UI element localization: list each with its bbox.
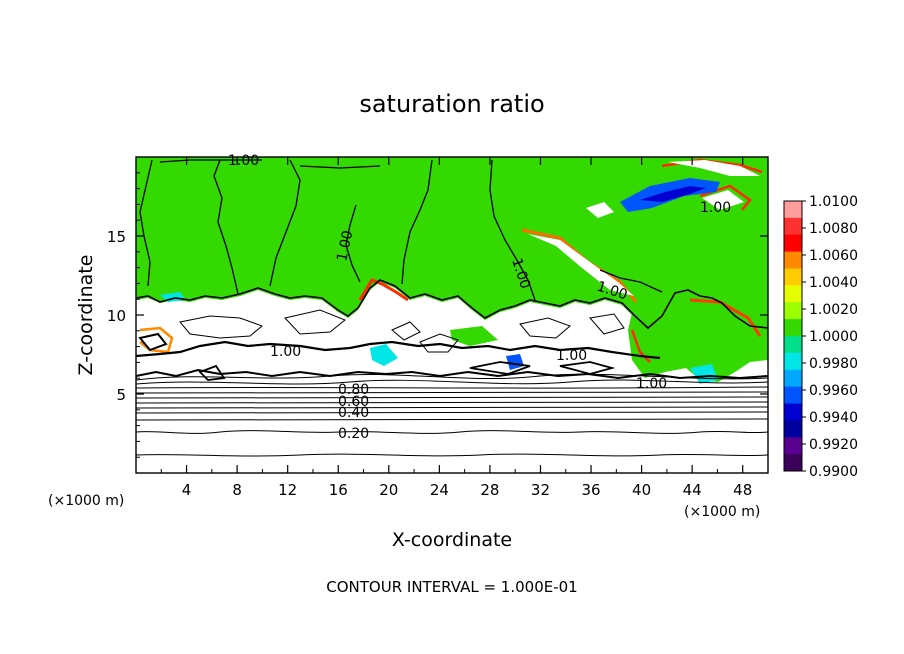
x-unit-label-left: (×1000 m): [48, 493, 124, 509]
cyan-patch-2: [690, 364, 718, 384]
contour-label: 1.00: [334, 229, 356, 263]
colorbar-swatch: [784, 302, 802, 320]
contour-1.00-lower-2: [136, 368, 768, 380]
colorbar-label: 1.0020: [809, 302, 858, 318]
colorbar-swatch: [784, 437, 802, 455]
mid-green-patch: [628, 280, 768, 382]
x-tick-label: 48: [733, 481, 752, 499]
contour-1.00-upper: [136, 279, 768, 330]
colorbar-label: 0.9960: [809, 383, 858, 399]
colorbar-swatch: [784, 319, 802, 337]
colorbar-swatch: [784, 285, 802, 303]
y-tick-label: 15: [107, 228, 126, 246]
contour-label: 1.00: [228, 153, 259, 169]
white-cloud-streak-4: [702, 190, 744, 210]
contour-1.00-vertical-3: [401, 159, 433, 285]
contour-label: 0.60: [338, 394, 369, 410]
blue-patch-upper-core: [640, 186, 706, 202]
x-tick-label: 24: [430, 481, 449, 499]
contour-labels: 1.00 1.00 1.00 1.00 1.00 1.00 1.00 1.00 …: [228, 153, 731, 442]
plot-area: [136, 157, 768, 473]
contour-label: 1.00: [636, 376, 667, 392]
lower-horizontal-contours: [136, 386, 768, 457]
x-tick-label: 12: [278, 481, 297, 499]
contour-1.00-lower: [136, 340, 661, 360]
y-tick-label: 10: [107, 307, 126, 325]
colorbar-swatch: [784, 336, 802, 354]
x-tick-label: 16: [329, 481, 348, 499]
contour-1.00-upper-right: [599, 269, 663, 293]
x-tick-label: 40: [632, 481, 651, 499]
colorbar-swatch: [784, 420, 802, 438]
x-tick-label: 32: [531, 481, 550, 499]
contour-label: 1.00: [556, 348, 587, 364]
colorbar-label: 1.0080: [809, 221, 858, 237]
colorbar-swatch: [784, 217, 802, 236]
x-axis-title: X-coordinate: [392, 529, 512, 551]
contour-label: 1.00: [700, 200, 731, 216]
colorbar-label: 0.9980: [809, 356, 858, 372]
colorbar-label: 1.0000: [809, 329, 858, 345]
colorbar-swatch: [784, 268, 802, 286]
colorbar-swatch: [784, 454, 802, 472]
colorbar-label: 1.0060: [809, 248, 858, 264]
x-tick-label: 36: [581, 481, 600, 499]
contour-1.00-vertical-2: [269, 159, 301, 287]
contour-1.00-vertical-5: [139, 159, 153, 287]
contour-label: 1.00: [270, 344, 301, 360]
x-axis-ticks: 4 8 12 16 20 24 28 32 36 40 44 48: [160, 157, 769, 499]
contour-1.00-vertical-1: [213, 159, 239, 295]
colorbar-swatch: [784, 386, 802, 404]
x-tick-label: 8: [232, 481, 242, 499]
colorbar-label: 0.9920: [809, 437, 858, 453]
colorbar-label: 1.0040: [809, 275, 858, 291]
cloud-edge-red-3: [630, 329, 651, 363]
colorbar-label: 0.9940: [809, 410, 858, 426]
contour-label: 0.40: [338, 405, 369, 421]
contour-1.00-vertical-4: [489, 159, 536, 301]
y-axis-title: Z-coordinate: [75, 255, 97, 376]
blue-patch-lower: [506, 354, 524, 370]
colorbar: 1.0100 1.0080 1.0060 1.0040 1.0020 1.0000 0.99…: [783, 194, 858, 480]
colorbar-label: 1.0100: [809, 194, 858, 210]
colorbar-swatch: [784, 369, 802, 388]
colorbar-swatch: [784, 234, 802, 253]
white-cloud-streak-1: [528, 234, 634, 296]
cloud-edge-red-1: [358, 278, 409, 302]
contour-label: 0.80: [338, 382, 369, 398]
colorbar-swatch: [784, 403, 802, 421]
x-tick-label: 44: [683, 481, 702, 499]
colorbar-swatch: [784, 352, 802, 371]
colorbar-swatch: [784, 201, 802, 219]
y-tick-label: 5: [116, 386, 126, 404]
small-green-patch: [450, 326, 498, 346]
x-tick-label: 28: [480, 481, 499, 499]
x-unit-label-right: (×1000 m): [684, 504, 760, 520]
x-tick-label: 20: [379, 481, 398, 499]
contour-1.00-vertical-6: [345, 204, 361, 283]
x-tick-label: 4: [182, 481, 192, 499]
contour-interval-footer: CONTOUR INTERVAL = 1.000E-01: [326, 578, 577, 596]
white-cloud-streak-3: [586, 202, 614, 218]
colorbar-swatch: [784, 251, 802, 269]
white-cloud-streak-2: [668, 160, 760, 176]
chart-title: saturation ratio: [359, 90, 544, 118]
cyan-patch-1: [370, 344, 398, 366]
contour-1.00-top-strip: [159, 159, 381, 169]
y-axis-ticks: 5 10 15: [107, 172, 768, 458]
contour-label: 0.20: [338, 426, 369, 442]
cloud-interior-contours: [136, 309, 768, 385]
colorbar-label: 0.9900: [809, 464, 858, 480]
